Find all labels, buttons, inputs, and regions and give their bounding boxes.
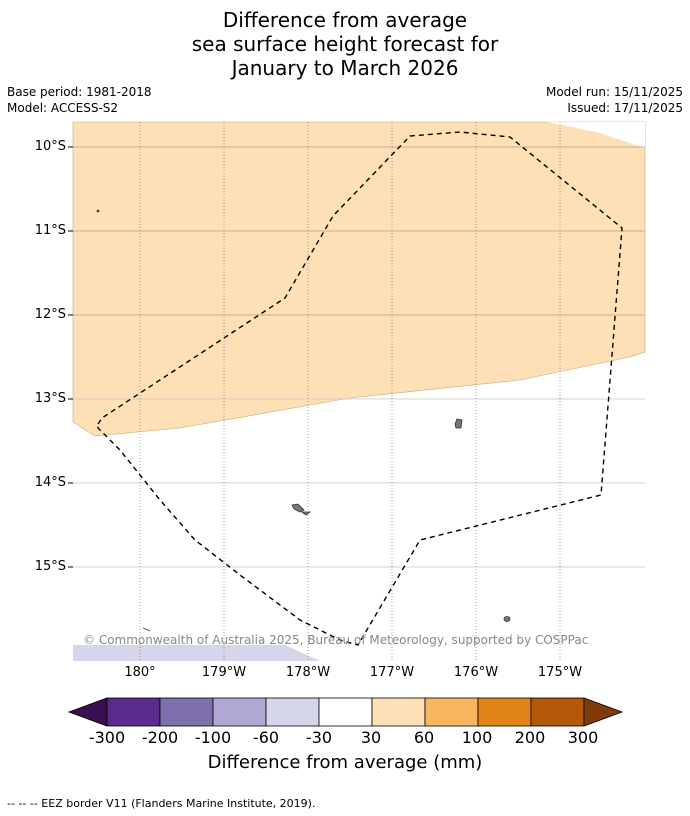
lat-label-13s: 13°S [34, 391, 66, 406]
island-1 [454, 418, 463, 429]
colorbar-swatch [212, 697, 267, 727]
island-2 [291, 503, 305, 513]
anomaly-positive-region [72, 121, 646, 437]
colorbar-swatch [530, 697, 585, 727]
island-4 [503, 616, 511, 622]
lat-label-10s: 10°S [34, 139, 66, 154]
lat-label-14s: 14°S [34, 475, 66, 490]
colorbar-label: Difference from average (mm) [207, 752, 483, 773]
colorbar-extend-low [67, 697, 108, 727]
colorbar-tick: 100 [461, 728, 493, 747]
anomaly-negative-region [73, 645, 320, 661]
latitude-gridlines [73, 146, 645, 316]
lon-label-176w: 176°W [453, 665, 499, 680]
lon-label-179w: 179°W [201, 665, 247, 680]
colorbar-tick: -200 [141, 728, 179, 747]
colorbar-swatch [265, 697, 320, 727]
colorbar-swatch [477, 697, 532, 727]
lon-label-175w: 175°W [537, 665, 583, 680]
colorbar-tick: -300 [88, 728, 126, 747]
colorbar-swatch [318, 697, 373, 727]
meta-right: Model run: 15/11/2025 Issued: 17/11/2025 [546, 84, 683, 116]
colorbar-tick: -30 [305, 728, 333, 747]
meta-left: Base period: 1981-2018 Model: ACCESS-S2 [7, 84, 152, 116]
map-title: Difference from average sea surface heig… [0, 8, 690, 80]
title-line-3: January to March 2026 [231, 56, 459, 80]
colorbar-tick: 30 [360, 728, 382, 747]
lon-label-180: 180° [124, 665, 156, 680]
anomaly-neutral-corner [548, 122, 645, 148]
island-6 [142, 627, 151, 632]
copyright-notice: © Commonwealth of Australia 2025, Bureau… [83, 633, 589, 647]
colorbar-extend-high [583, 697, 624, 727]
title-line-2: sea surface height forecast for [191, 32, 499, 56]
islands [96, 209, 511, 632]
lat-label-11s: 11°S [34, 223, 66, 238]
island-5 [96, 209, 100, 213]
issued-date: Issued: 17/11/2025 [567, 101, 683, 115]
eez-legend: -- -- -- EEZ border V11 (Flanders Marine… [7, 797, 316, 810]
colorbar-tick: 200 [514, 728, 546, 747]
colorbar-swatch [371, 697, 426, 727]
tick-marks [68, 146, 73, 568]
colorbar [67, 697, 624, 727]
model-run: Model run: 15/11/2025 [545, 85, 683, 99]
colorbar-tick: 60 [413, 728, 435, 747]
colorbar-swatch [424, 697, 479, 727]
lon-label-178w: 178°W [285, 665, 331, 680]
colorbar-swatch [106, 697, 161, 727]
lat-label-15s: 15°S [34, 559, 66, 574]
colorbar-tick: -60 [252, 728, 280, 747]
title-line-1: Difference from average [222, 8, 468, 32]
lon-label-177w: 177°W [369, 665, 415, 680]
colorbar-swatch [159, 697, 214, 727]
colorbar-tick: -100 [194, 728, 232, 747]
colorbar-tick: 300 [567, 728, 599, 747]
base-period: Base period: 1981-2018 [7, 85, 152, 99]
model-name: Model: ACCESS-S2 [7, 101, 119, 115]
lat-label-12s: 12°S [34, 307, 66, 322]
island-3 [300, 511, 312, 516]
